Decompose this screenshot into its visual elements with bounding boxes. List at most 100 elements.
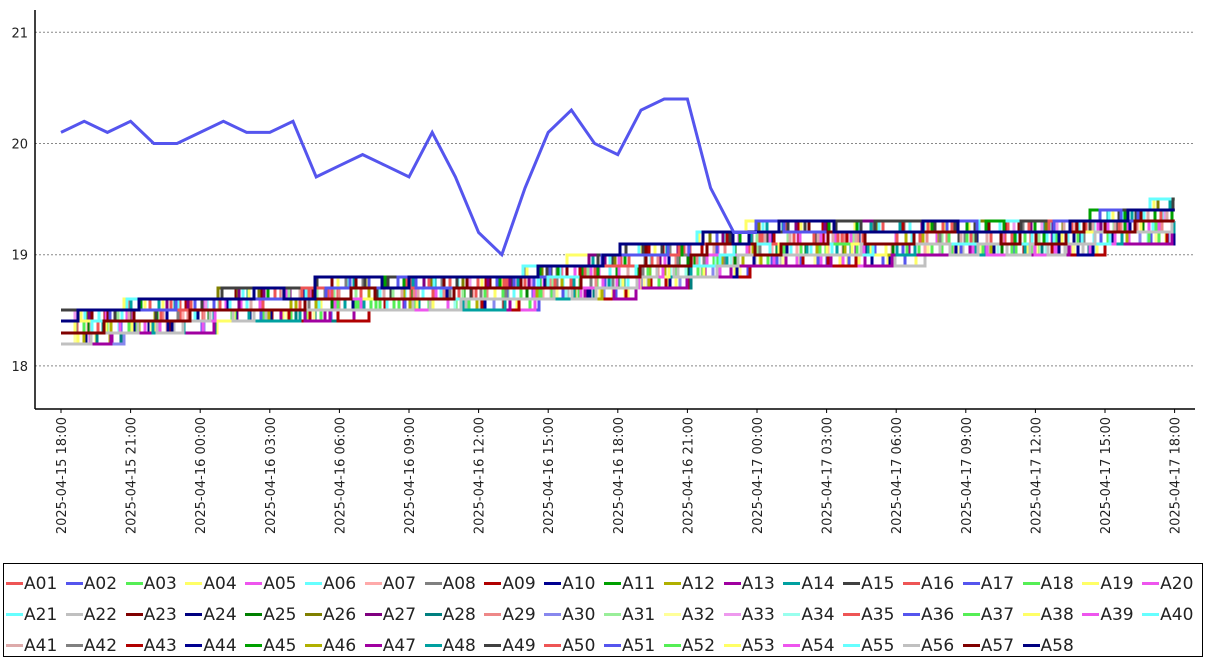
legend-label: A17 [980, 573, 1015, 594]
legend-item-A11: A11 [603, 573, 664, 594]
legend-swatch [1082, 582, 1100, 585]
legend-swatch [843, 582, 861, 585]
y-tick-label: 18 [11, 360, 28, 375]
legend-item-A14: A14 [783, 574, 843, 594]
legend-item-A34: A34 [783, 605, 843, 625]
legend-swatch [783, 644, 801, 647]
legend-item-A32: A32 [663, 605, 724, 625]
legend-item-A55: A55 [843, 636, 903, 656]
legend-item-A23: A23 [125, 605, 186, 625]
legend-item-A17: A17 [962, 573, 1023, 594]
legend-item-A05: A05 [245, 574, 305, 594]
legend-row: A41 A42 A43 A44 A45 A46 A47 A48 A49 A50 A51 A52 A53 A… [6, 630, 1202, 661]
legend-label: A50 [562, 635, 596, 656]
legend-swatch [185, 644, 203, 647]
legend-item-A01: A01 [6, 574, 66, 594]
series-line-A57 [61, 219, 1175, 335]
legend-item-A02: A02 [65, 574, 126, 594]
legend-item-A26: A26 [304, 604, 365, 625]
legend-item-A56: A56 [902, 635, 963, 656]
legend-label: A58 [1040, 635, 1074, 656]
series-line-A58 [61, 208, 1175, 323]
legend-swatch [484, 582, 502, 585]
legend-item-A27: A27 [364, 605, 425, 625]
legend-item-A15: A15 [843, 574, 903, 594]
legend-swatch [484, 613, 502, 616]
legend-swatch [663, 644, 681, 647]
legend-swatch [603, 613, 621, 616]
legend-swatch [723, 613, 741, 616]
legend-swatch [364, 613, 382, 616]
legend-item-A21: A21 [6, 605, 66, 625]
legend-label: A20 [1160, 573, 1194, 594]
y-tick-label: 19 [11, 249, 28, 264]
legend-swatch [245, 613, 263, 616]
legend-swatch [843, 644, 861, 647]
legend-label: A33 [741, 604, 775, 625]
legend-swatch [484, 644, 502, 647]
legend-label: A28 [442, 604, 476, 625]
legend-swatch [1142, 582, 1160, 585]
legend-label: A11 [621, 573, 656, 594]
legend-swatch [304, 644, 322, 647]
x-tick-label: 2025-04-16 15:00 [542, 417, 557, 534]
legend-label: A36 [920, 604, 955, 625]
x-tick-label: 2025-04-17 06:00 [890, 417, 905, 534]
axis-layer: 18 19 20 21 2025-04-15 18:00 2025-04-15 21:00… [11, 10, 1195, 534]
legend-swatch [185, 582, 203, 585]
x-tick-label: 2025-04-15 18:00 [55, 417, 70, 534]
legend-swatch [1082, 613, 1100, 616]
legend-item-A31: A31 [603, 605, 664, 625]
legend-label: A35 [861, 604, 895, 625]
legend-label: A06 [322, 573, 357, 594]
legend-swatch [1022, 582, 1040, 585]
legend-swatch [962, 644, 980, 647]
legend-swatch [544, 582, 562, 585]
x-tick-label: 2025-04-16 00:00 [194, 417, 209, 534]
legend-item-A12: A12 [663, 573, 724, 594]
x-tick-label: 2025-04-16 03:00 [264, 417, 279, 534]
legend-swatch [843, 613, 861, 616]
legend-item-A46: A46 [304, 636, 365, 656]
legend-swatch [364, 582, 382, 585]
legend-item-A20: A20 [1142, 574, 1202, 594]
legend-item-A54: A54 [783, 636, 843, 656]
legend-label: A10 [562, 573, 596, 594]
x-tick-label: 2025-04-16 12:00 [473, 417, 488, 534]
legend-swatch [125, 613, 143, 616]
legend-item-A48: A48 [424, 636, 485, 656]
x-tick-label: 2025-04-17 12:00 [1029, 417, 1044, 534]
legend-item-A37: A37 [962, 605, 1023, 625]
legend-swatch [723, 644, 741, 647]
legend-swatch [304, 613, 322, 616]
legend-swatch [125, 582, 143, 585]
legend-item-A51: A51 [603, 636, 664, 656]
legend-label: A16 [920, 573, 955, 594]
legend-label: A56 [920, 635, 955, 656]
chart-svg: 18 19 20 21 2025-04-15 18:00 2025-04-15 21:00… [11, 10, 1195, 534]
legend-label: A13 [741, 573, 775, 594]
legend-swatch [65, 613, 83, 616]
x-tick-label: 2025-04-16 21:00 [681, 417, 696, 534]
y-tick-label: 21 [11, 26, 28, 41]
band-layer [61, 197, 1176, 346]
legend-swatch [65, 644, 83, 647]
legend-swatch [663, 582, 681, 585]
legend-label: A26 [322, 604, 357, 625]
legend-label: A12 [681, 573, 716, 594]
legend-swatch [6, 582, 23, 585]
line-layer [60, 97, 757, 258]
legend-label: A24 [203, 604, 237, 625]
legend-label: A38 [1040, 604, 1074, 625]
legend-label: A30 [562, 604, 596, 625]
legend-swatch [304, 582, 322, 585]
legend-label: A08 [442, 573, 476, 594]
legend-swatch [6, 613, 23, 616]
legend-label: A21 [24, 604, 58, 625]
legend-item-A44: A44 [185, 636, 245, 656]
x-tick-label: 2025-04-17 15:00 [1099, 417, 1114, 534]
legend-item-A07: A07 [364, 574, 425, 594]
legend-swatch [424, 582, 442, 585]
legend-swatch [962, 582, 980, 585]
legend-swatch [125, 644, 143, 647]
